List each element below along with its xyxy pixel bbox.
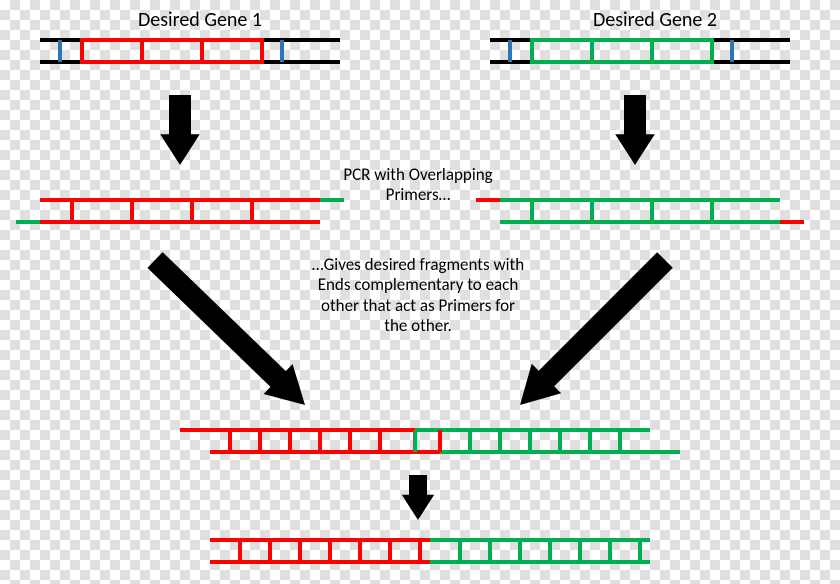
gene1-title: Desired Gene 1 xyxy=(100,8,300,32)
lower-text: …Gives desired fragments with Ends compl… xyxy=(310,255,526,385)
mid-text: PCR with Overlapping Primers… xyxy=(338,165,498,235)
diagram-canvas: Desired Gene 1 Desired Gene 2 PCR with O… xyxy=(0,0,840,584)
gene2-title: Desired Gene 2 xyxy=(555,8,755,32)
